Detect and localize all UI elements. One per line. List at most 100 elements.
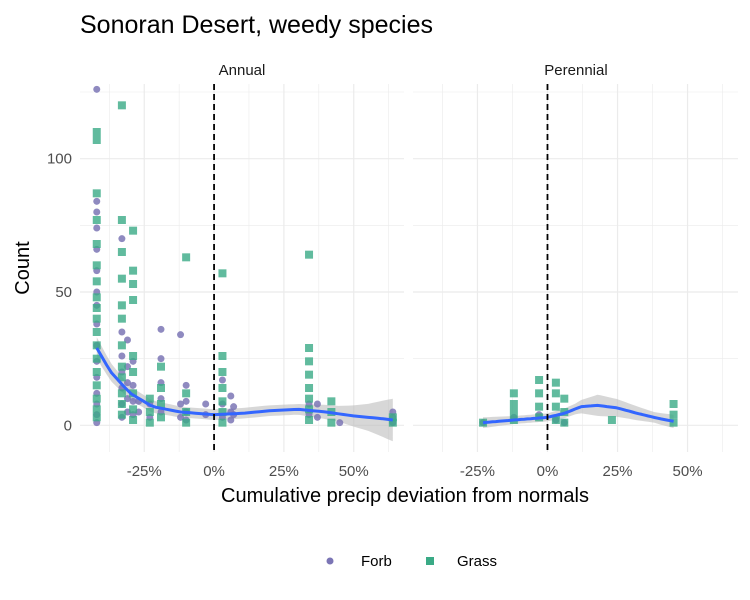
point-grass	[145, 408, 154, 416]
point-grass	[551, 389, 560, 398]
x-tick-label-perennial: 0%	[537, 463, 559, 480]
point-grass	[117, 216, 126, 224]
point-forb	[93, 197, 101, 205]
legend-grass-label: Grass	[457, 553, 497, 570]
point-grass	[92, 341, 101, 350]
point-grass	[305, 416, 314, 424]
x-axis-title: Cumulative precip deviation from normals	[221, 485, 589, 507]
point-forb	[227, 416, 235, 424]
point-grass	[129, 266, 138, 275]
point-grass	[129, 405, 138, 414]
point-forb	[118, 235, 126, 243]
point-grass	[117, 274, 126, 283]
point-forb	[313, 400, 321, 408]
point-grass	[145, 394, 154, 403]
point-grass	[509, 408, 518, 416]
panel-annual: -25% 0% 25% 50% Annual	[80, 62, 404, 480]
point-grass	[92, 293, 101, 302]
panel-perennial: -25% 0% 25% 50% Perennial	[413, 62, 738, 480]
point-grass	[182, 389, 191, 398]
point-grass	[92, 413, 101, 422]
point-forb	[93, 85, 101, 93]
point-forb	[157, 325, 165, 333]
point-grass	[157, 400, 165, 408]
panel-annual-smooth-line	[95, 347, 393, 422]
point-grass	[551, 402, 560, 411]
point-grass	[92, 240, 101, 248]
panel-perennial-x-ticks: -25% 0% 25% 50%	[460, 463, 703, 480]
point-grass	[92, 216, 101, 224]
point-forb	[230, 403, 238, 411]
point-forb	[177, 331, 185, 339]
point-grass	[182, 253, 191, 262]
point-grass	[92, 368, 101, 376]
point-grass	[218, 269, 227, 278]
point-grass	[218, 352, 227, 360]
point-grass	[509, 400, 518, 408]
point-forb	[118, 352, 126, 360]
point-grass	[182, 418, 191, 427]
point-grass	[218, 418, 227, 427]
point-grass	[218, 368, 227, 376]
panel-annual-x-ticks: -25% 0% 25% 50%	[127, 463, 369, 480]
point-forb	[313, 413, 321, 421]
x-tick-label-perennial: 50%	[673, 463, 703, 480]
point-forb	[218, 376, 226, 384]
point-grass	[327, 397, 336, 406]
y-tick-label: 100	[47, 151, 72, 168]
point-forb	[202, 400, 210, 408]
point-forb	[118, 328, 126, 336]
point-forb	[93, 224, 101, 232]
point-grass	[92, 394, 101, 403]
point-grass	[669, 410, 678, 419]
point-grass	[551, 416, 560, 424]
point-grass	[129, 352, 138, 360]
y-tick-label: 50	[55, 284, 72, 301]
legend-forb-symbol	[326, 557, 334, 565]
point-grass	[327, 418, 336, 427]
point-grass	[305, 384, 314, 392]
x-tick-label-perennial: 25%	[603, 463, 633, 480]
smooth-line	[95, 347, 393, 422]
point-grass	[157, 362, 165, 371]
point-grass	[560, 394, 569, 403]
y-axis-title: Count	[12, 241, 34, 295]
point-grass	[218, 384, 227, 392]
x-tick-label-annual: 50%	[339, 463, 369, 480]
legend: Forb Grass	[326, 553, 497, 570]
point-grass	[92, 304, 101, 312]
x-tick-label-perennial: -25%	[460, 463, 495, 480]
point-grass	[305, 394, 314, 403]
point-grass	[305, 370, 314, 379]
point-grass	[92, 405, 101, 414]
point-grass	[92, 136, 101, 144]
point-grass	[129, 368, 138, 376]
panel-annual-points	[92, 85, 397, 427]
point-forb	[157, 355, 165, 363]
point-grass	[117, 362, 126, 371]
point-grass	[145, 418, 154, 427]
point-forb	[93, 208, 101, 216]
point-grass	[218, 397, 227, 406]
x-tick-label-annual: 0%	[203, 463, 225, 480]
point-grass	[535, 376, 544, 384]
point-grass	[535, 389, 544, 398]
chart-title: Sonoran Desert, weedy species	[80, 11, 433, 39]
strip-label-annual: Annual	[219, 62, 266, 79]
point-grass	[92, 189, 101, 198]
point-forb	[129, 397, 137, 405]
point-grass	[129, 226, 138, 235]
point-grass	[305, 250, 314, 259]
point-grass	[117, 301, 126, 310]
point-grass	[535, 402, 544, 411]
point-grass	[157, 384, 165, 392]
y-tick-label: 0	[64, 417, 72, 434]
point-grass	[92, 354, 101, 363]
point-grass	[669, 418, 678, 427]
point-grass	[129, 416, 138, 424]
point-grass	[117, 101, 126, 110]
point-grass	[92, 381, 101, 390]
point-forb	[336, 419, 344, 427]
panel-perennial-smooth-line	[482, 403, 674, 425]
